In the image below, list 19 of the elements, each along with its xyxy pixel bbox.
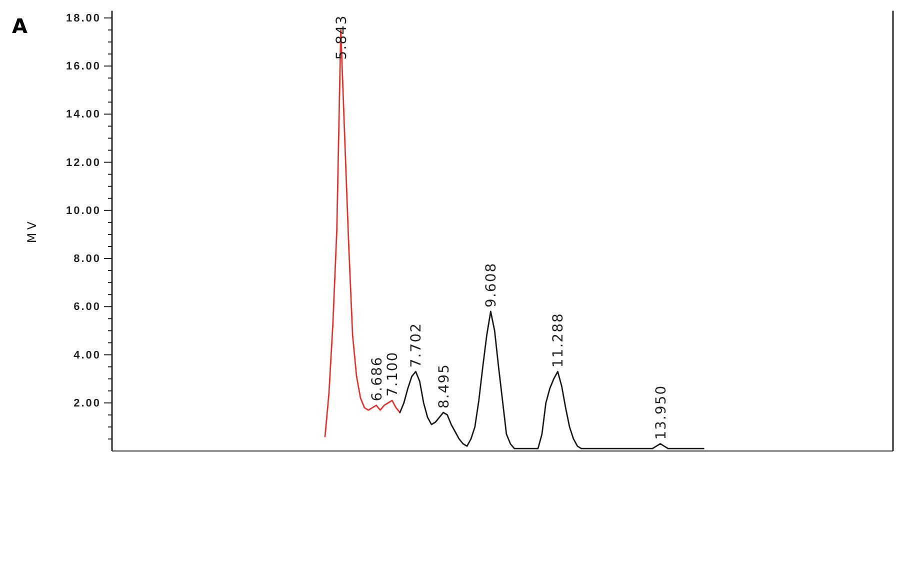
annotation: 7.702 bbox=[408, 322, 425, 368]
y-tick-label: 8.00 bbox=[74, 253, 101, 266]
annotation: 9.608 bbox=[484, 262, 500, 308]
y-tick-label: 4.00 bbox=[74, 349, 101, 362]
y-tick-label: 14.00 bbox=[66, 108, 101, 121]
annotation: 7.100 bbox=[385, 351, 402, 396]
y-tick-label: 18.00 bbox=[66, 12, 101, 24]
y-tick-label: 2.00 bbox=[74, 397, 101, 410]
y-tick-label: 10.00 bbox=[66, 204, 101, 217]
y-tick-label: 6.00 bbox=[74, 301, 101, 314]
y-axis-title: MV bbox=[25, 218, 39, 244]
y-tick-label: 16.00 bbox=[66, 60, 101, 73]
annotation: 8.495 bbox=[436, 363, 452, 409]
y-tick-label: 12.00 bbox=[66, 156, 101, 169]
annotation: 6.686 bbox=[369, 356, 386, 402]
annotation: 11.288 bbox=[550, 312, 567, 368]
text: A bbox=[12, 14, 28, 38]
annotation: 13.950 bbox=[653, 384, 670, 440]
annotation: 5.843 bbox=[334, 14, 350, 60]
